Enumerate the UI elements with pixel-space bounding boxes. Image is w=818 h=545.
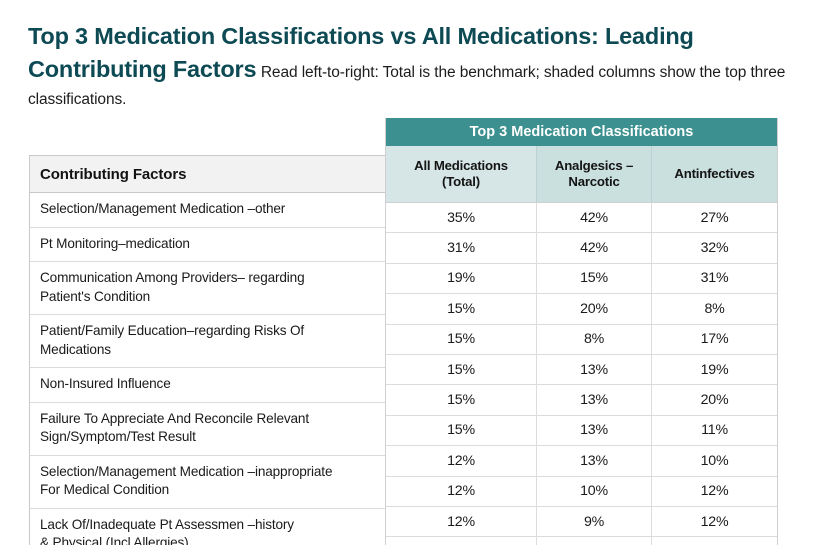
data-cell-antinfectives: 21%	[651, 537, 777, 545]
table-row[interactable]: Communication Among Providers– regarding…	[30, 262, 386, 315]
data-cell-total: 15%	[447, 331, 475, 348]
table-row[interactable]: Selection/Management Medication –other	[30, 193, 386, 228]
data-cell-antinfectives: 10%	[651, 446, 777, 476]
data-cell-antinfectives: 20%	[651, 385, 777, 415]
data-cell-total: 15%	[447, 361, 475, 378]
factor-label: Non-Insured Influence	[40, 376, 171, 391]
data-cell-antinfectives: 19%	[651, 354, 777, 385]
table-row[interactable]: 15% 8% 17%	[386, 324, 777, 355]
data-cell-total: 11%	[386, 537, 536, 545]
medication-data-table: Top 3 Medication Classifications All Med…	[385, 118, 778, 545]
column-header-row: All Medications (Total) Analgesics – Nar…	[386, 146, 777, 203]
data-cell-analgesics: 42%	[536, 203, 651, 233]
data-cell-total: 19%	[447, 270, 475, 287]
factors-table-header: Contributing Factors	[30, 156, 386, 193]
data-cell-antinfectives: 17%	[651, 324, 777, 354]
data-cell-analgesics: 13%	[536, 385, 651, 415]
data-cell-total: 12%	[447, 452, 475, 469]
data-cell-analgesics: 42%	[536, 233, 651, 263]
column-header-all-medications[interactable]: All Medications (Total)	[386, 146, 536, 202]
table-row[interactable]: 15% 13% 20%	[386, 385, 777, 416]
data-cell-total: 15%	[447, 422, 475, 439]
factor-label: Patient/Family Education–regarding Risks…	[40, 323, 305, 357]
data-cell-analgesics: 8%	[536, 324, 651, 354]
data-cell-analgesics: 8%	[536, 537, 651, 545]
table-row[interactable]: 12% 9% 12%	[386, 506, 777, 538]
table-row[interactable]: Pt Monitoring–medication	[30, 228, 386, 262]
table-row[interactable]: 15% 13% 11%	[386, 415, 777, 447]
data-cell-analgesics: 15%	[536, 263, 651, 294]
data-cell-analgesics: 20%	[536, 294, 651, 324]
data-cell-total: 12%	[447, 483, 475, 500]
data-cell-analgesics: 9%	[536, 506, 651, 537]
factor-label: Communication Among Providers– regarding…	[40, 270, 305, 304]
title-block: Top 3 Medication Classifications vs All …	[28, 20, 788, 113]
table-row[interactable]: 35% 42% 27%	[386, 203, 777, 234]
data-cell-antinfectives: 12%	[651, 476, 777, 506]
factors-header-label: Contributing Factors	[40, 165, 187, 183]
data-cell-total: 12%	[447, 513, 475, 530]
group-header-label: Top 3 Medication Classifications	[469, 124, 694, 140]
data-cell-analgesics: 10%	[536, 476, 651, 506]
group-header-banner: Top 3 Medication Classifications	[386, 118, 777, 146]
page-subtitle: Read left-to-right: Total is the benchma…	[28, 64, 786, 108]
factor-label: Pt Monitoring–medication	[40, 235, 190, 251]
table-row[interactable]: 11% 8% 21%	[386, 537, 777, 545]
factor-label: Selection/Management Medication –inappro…	[40, 463, 333, 498]
data-cell-total: 35%	[447, 209, 475, 226]
table-row[interactable]: Lack Of/Inadequate Pt Assessmen –history…	[30, 509, 386, 545]
table-row[interactable]: 15% 20% 8%	[386, 294, 777, 325]
data-cell-total: 15%	[447, 392, 475, 409]
table-row[interactable]: 12% 10% 12%	[386, 476, 777, 507]
data-cell-antinfectives: 27%	[651, 203, 777, 233]
table-row[interactable]: 31% 42% 32%	[386, 233, 777, 264]
table-row[interactable]: Non-Insured Influence	[30, 368, 386, 403]
data-cell-antinfectives: 31%	[651, 263, 777, 294]
data-cell-antinfectives: 32%	[651, 233, 777, 263]
table-row[interactable]: 12% 13% 10%	[386, 446, 777, 477]
table-row[interactable]: Selection/Management Medication –inappro…	[30, 456, 386, 509]
factor-label: Failure To Appreciate And Reconcile Rele…	[40, 410, 309, 445]
table-row[interactable]: 15% 13% 19%	[386, 354, 777, 386]
factor-label: Selection/Management Medication –other	[40, 201, 286, 216]
data-cell-analgesics: 13%	[536, 354, 651, 385]
table-row[interactable]: 19% 15% 31%	[386, 263, 777, 295]
data-cell-antinfectives: 11%	[651, 415, 777, 446]
column-header-analgesics-narcotic[interactable]: Analgesics – Narcotic	[536, 146, 651, 202]
data-cell-antinfectives: 12%	[651, 506, 777, 537]
data-cell-antinfectives: 8%	[651, 294, 777, 324]
table-row[interactable]: Patient/Family Education–regarding Risks…	[30, 315, 386, 368]
factor-label: Lack Of/Inadequate Pt Assessmen –history…	[40, 516, 294, 545]
data-cell-total: 31%	[447, 240, 475, 257]
column-header-antinfectives[interactable]: Antinfectives	[651, 146, 777, 202]
data-cell-analgesics: 13%	[536, 446, 651, 476]
page-title: Top 3 Medication Classifications vs All …	[28, 23, 694, 82]
data-cell-total: 15%	[447, 300, 475, 317]
data-cell-analgesics: 13%	[536, 415, 651, 446]
table-row[interactable]: Failure To Appreciate And Reconcile Rele…	[30, 403, 386, 456]
contributing-factors-table: Contributing Factors Selection/Managemen…	[29, 155, 387, 545]
